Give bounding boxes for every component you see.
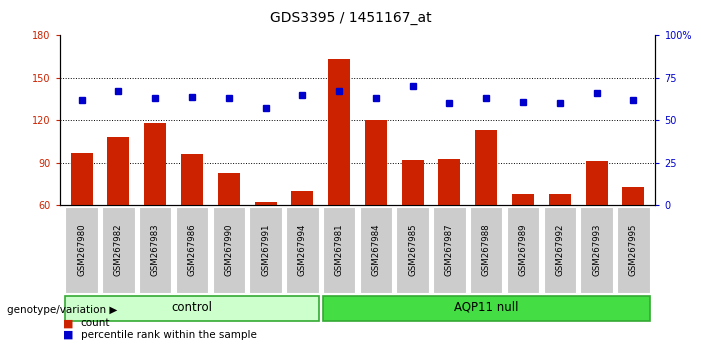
- Text: GSM267989: GSM267989: [519, 223, 528, 276]
- Bar: [402, 160, 423, 205]
- Text: ■: ■: [63, 318, 74, 328]
- FancyBboxPatch shape: [617, 207, 650, 293]
- FancyBboxPatch shape: [397, 207, 429, 293]
- FancyBboxPatch shape: [507, 207, 539, 293]
- Bar: [549, 194, 571, 205]
- Text: count: count: [81, 318, 110, 328]
- Text: GSM267995: GSM267995: [629, 223, 638, 276]
- Text: GSM267981: GSM267981: [334, 223, 343, 276]
- Text: percentile rank within the sample: percentile rank within the sample: [81, 330, 257, 339]
- Text: GSM267992: GSM267992: [555, 223, 564, 276]
- Text: GSM267983: GSM267983: [151, 223, 160, 276]
- FancyBboxPatch shape: [102, 207, 135, 293]
- Bar: [107, 137, 130, 205]
- Bar: [144, 123, 166, 205]
- FancyBboxPatch shape: [139, 207, 172, 293]
- FancyBboxPatch shape: [543, 207, 576, 293]
- FancyBboxPatch shape: [360, 207, 392, 293]
- Text: GSM267993: GSM267993: [592, 223, 601, 276]
- FancyBboxPatch shape: [580, 207, 613, 293]
- Bar: [254, 202, 277, 205]
- Text: GSM267980: GSM267980: [77, 223, 86, 276]
- Text: GSM267985: GSM267985: [408, 223, 417, 276]
- Bar: [218, 173, 240, 205]
- Text: GSM267990: GSM267990: [224, 223, 233, 276]
- Bar: [512, 194, 534, 205]
- Text: GSM267986: GSM267986: [187, 223, 196, 276]
- Bar: [71, 153, 93, 205]
- Text: GSM267991: GSM267991: [261, 223, 270, 276]
- FancyBboxPatch shape: [65, 296, 318, 321]
- Bar: [365, 120, 387, 205]
- FancyBboxPatch shape: [433, 207, 465, 293]
- FancyBboxPatch shape: [176, 207, 208, 293]
- Bar: [328, 59, 350, 205]
- FancyBboxPatch shape: [286, 207, 318, 293]
- FancyBboxPatch shape: [323, 207, 355, 293]
- Text: GDS3395 / 1451167_at: GDS3395 / 1451167_at: [270, 11, 431, 25]
- Bar: [438, 159, 461, 205]
- Text: GSM267987: GSM267987: [445, 223, 454, 276]
- Text: GSM267988: GSM267988: [482, 223, 491, 276]
- FancyBboxPatch shape: [65, 207, 98, 293]
- Text: genotype/variation ▶: genotype/variation ▶: [7, 305, 117, 315]
- Bar: [585, 161, 608, 205]
- Bar: [475, 130, 497, 205]
- FancyBboxPatch shape: [470, 207, 503, 293]
- Text: GSM267984: GSM267984: [372, 223, 381, 276]
- Text: GSM267994: GSM267994: [298, 223, 307, 276]
- Text: AQP11 null: AQP11 null: [454, 301, 519, 314]
- Bar: [181, 154, 203, 205]
- Bar: [622, 187, 644, 205]
- FancyBboxPatch shape: [323, 296, 650, 321]
- FancyBboxPatch shape: [250, 207, 282, 293]
- FancyBboxPatch shape: [212, 207, 245, 293]
- Text: ■: ■: [63, 330, 74, 339]
- Bar: [292, 191, 313, 205]
- Text: control: control: [172, 301, 212, 314]
- Text: GSM267982: GSM267982: [114, 223, 123, 276]
